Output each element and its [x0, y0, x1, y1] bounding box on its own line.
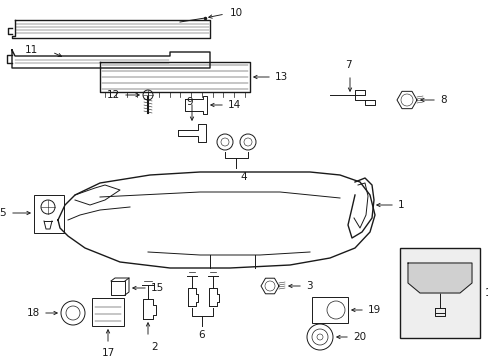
Text: 19: 19: [367, 305, 381, 315]
Text: 18: 18: [27, 308, 40, 318]
Text: 7: 7: [344, 60, 350, 70]
Text: 12: 12: [106, 90, 120, 100]
Text: 1: 1: [397, 200, 404, 210]
Text: 4: 4: [240, 172, 246, 182]
Text: 13: 13: [274, 72, 287, 82]
Bar: [311, 297, 347, 323]
Text: 3: 3: [305, 281, 312, 291]
Text: 17: 17: [101, 348, 114, 358]
Text: 8: 8: [439, 95, 446, 105]
Bar: [399, 248, 479, 338]
Text: 6: 6: [198, 330, 205, 340]
Text: 11: 11: [25, 45, 38, 55]
Text: 9: 9: [186, 97, 193, 107]
Text: 14: 14: [227, 100, 241, 110]
Text: 10: 10: [229, 8, 243, 18]
Bar: [34, 195, 64, 233]
Text: 5: 5: [0, 208, 6, 218]
Text: 20: 20: [352, 332, 366, 342]
Polygon shape: [407, 263, 471, 293]
Text: 15: 15: [151, 283, 164, 293]
Text: 2: 2: [151, 342, 157, 352]
Text: 16: 16: [484, 288, 488, 298]
Bar: [92, 298, 124, 326]
